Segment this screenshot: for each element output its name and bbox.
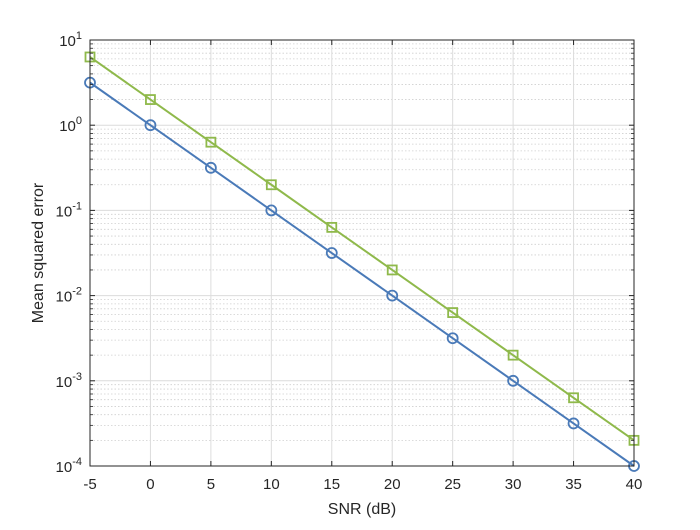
x-tick-label: 35 [565,476,582,493]
series-1-point [325,247,338,259]
series-2-point [386,264,398,276]
series-1-point [265,204,278,217]
y-tick-label: 10-3 [56,371,82,391]
x-tick-label: 40 [626,476,643,493]
series-1-point [507,374,520,387]
y-tick-label: 100 [59,115,82,135]
x-tick-label: -5 [83,476,96,493]
series-2-point [447,307,459,318]
x-tick-label: 15 [323,476,340,493]
x-tick-label: 30 [505,476,522,493]
plot-area-frame [89,39,635,467]
y-tick-label: 10-1 [56,200,82,220]
x-axis-label: SNR (dB) [328,501,396,518]
y-axis-ticks: 101 100 10-1 10-2 10-3 10-4 [56,30,634,476]
y-tick-label: 10-4 [56,456,82,476]
series-2-point [205,136,217,148]
y-tick-label: 101 [59,30,82,50]
series-1-point [567,417,580,430]
series-2-point [265,179,277,191]
plot-area-background [90,40,634,466]
x-tick-label: 5 [207,476,215,493]
x-tick-label: 25 [444,476,461,493]
series-1-point [144,119,157,132]
x-tick-label: 10 [263,476,280,493]
series-2-line [89,56,635,442]
series-2-point [568,392,579,404]
x-tick-label: 0 [146,476,154,493]
series-layer [84,51,640,472]
series-1-point [386,289,399,302]
series-2-point [326,221,338,233]
series-1-point [204,161,217,174]
y-tick-label: 10-2 [56,286,82,306]
x-axis-ticks: -5 0 5 10 15 20 25 30 35 40 [83,40,642,493]
series-2-point [145,94,156,105]
series-1-line [89,81,635,467]
x-tick-label: 20 [384,476,401,493]
series-1-point [446,332,459,345]
series-2-point [507,349,519,361]
y-axis-label: Mean squared error [30,182,47,323]
